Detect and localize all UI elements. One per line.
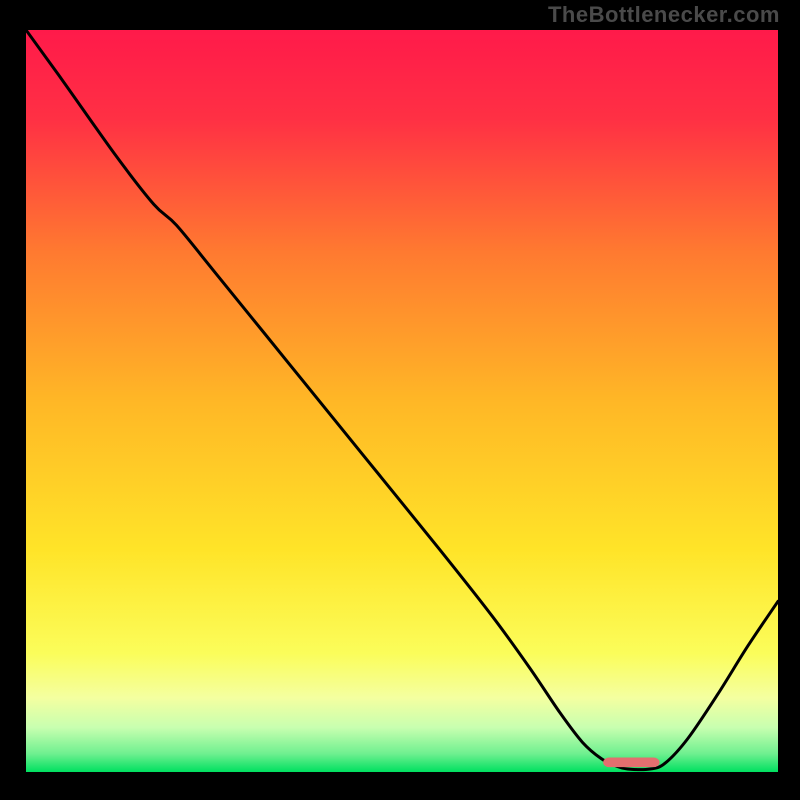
chart-frame: TheBottlenecker.com: [0, 0, 800, 800]
sweet-spot-marker: [603, 758, 659, 768]
plot-svg: [26, 30, 778, 772]
watermark-text: TheBottlenecker.com: [548, 2, 780, 28]
gradient-background: [26, 30, 778, 772]
plot-area: [26, 30, 778, 772]
